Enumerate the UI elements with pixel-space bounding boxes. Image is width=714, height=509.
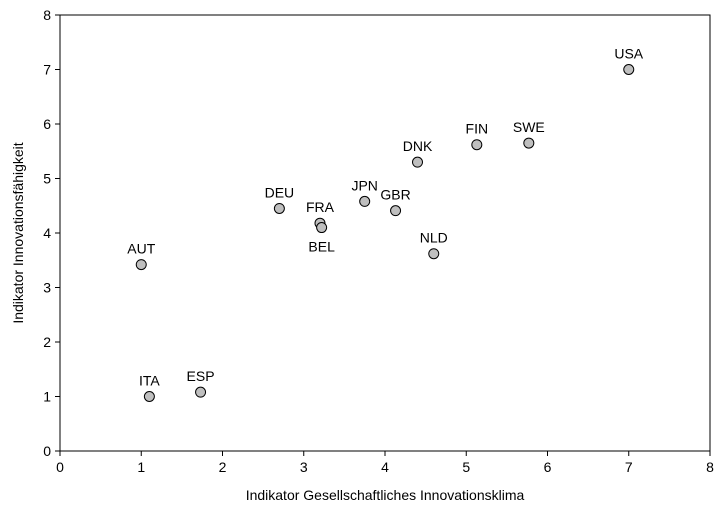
data-label-swe: SWE [513,119,545,135]
data-point-deu [273,202,285,214]
data-label-nld: NLD [420,230,448,246]
x-tick-label: 0 [56,459,64,475]
x-tick-label: 3 [300,459,308,475]
data-label-esp: ESP [187,368,215,384]
x-axis-ticks: 0 1 2 3 4 5 6 7 8 [56,451,714,475]
data-point-gbr [390,205,402,217]
y-tick-label: 3 [43,280,51,296]
data-point-jpn [359,195,371,207]
data-label-aut: AUT [127,241,155,257]
data-point-swe [523,137,535,149]
plot-area [59,14,711,452]
y-tick-label: 1 [43,389,51,405]
x-tick-label: 2 [219,459,227,475]
data-point-ita [143,391,155,402]
y-tick-label: 5 [43,171,51,187]
data-label-jpn: JPN [351,177,377,193]
x-tick-label: 1 [137,459,145,475]
x-tick-label: 5 [462,459,470,475]
data-label-usa: USA [614,46,643,62]
data-label-fin: FIN [466,121,489,137]
data-label-fra: FRA [306,199,335,215]
data-point-aut [135,259,147,271]
data-point-bel [316,222,328,234]
y-tick-label: 2 [43,334,51,350]
data-point-nld [428,248,440,260]
x-tick-label: 4 [381,459,389,475]
data-point-usa [623,64,635,75]
x-axis-title: Indikator Gesellschaftliches Innovations… [246,487,525,503]
x-tick-label: 7 [625,459,633,475]
y-tick-label: 4 [43,225,51,241]
y-tick-label: 0 [43,443,51,459]
y-axis-ticks: 0 1 2 3 4 5 6 7 8 [43,7,60,459]
y-tick-label: 6 [43,116,51,132]
data-label-gbr: GBR [380,187,410,203]
y-axis-title: Indikator Innovationsfähigkeit [10,142,26,323]
data-point-dnk [412,156,423,168]
data-label-deu: DEU [265,184,295,200]
data-label-bel: BEL [308,239,335,255]
data-label-dnk: DNK [403,138,433,154]
data-label-ita: ITA [139,373,160,389]
y-tick-label: 7 [43,62,51,78]
data-point-esp [195,386,207,398]
y-tick-label: 8 [43,7,51,23]
x-tick-label: 6 [544,459,552,475]
x-tick-label: 8 [706,459,714,475]
data-point-fin [471,139,483,151]
